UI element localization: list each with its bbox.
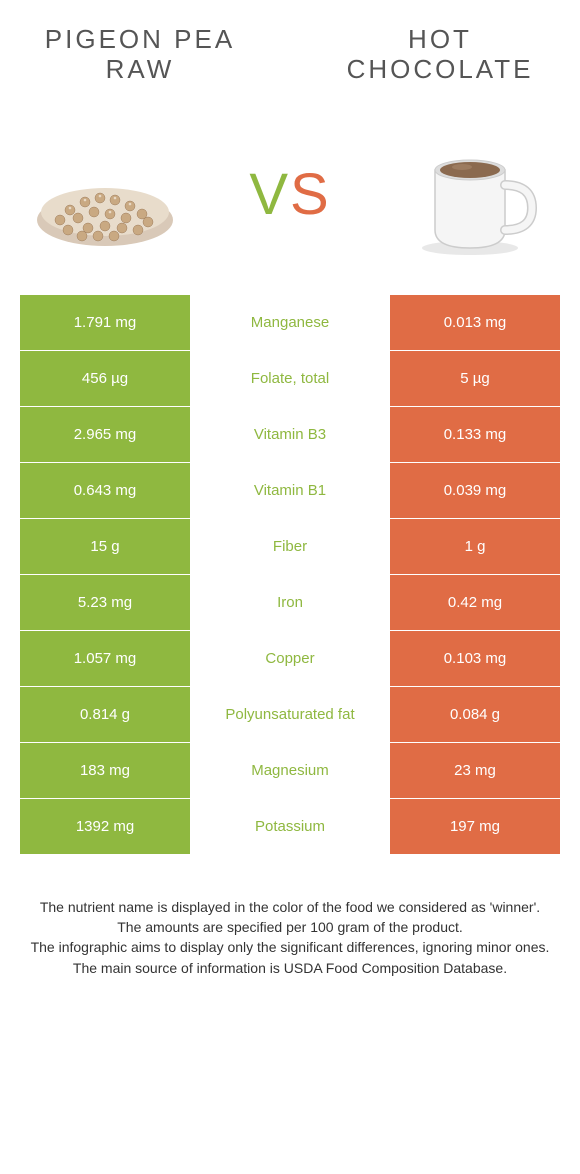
table-row: 456 µgFolate, total5 µg — [20, 351, 560, 407]
right-value-cell: 0.039 mg — [390, 463, 560, 518]
nutrient-name-cell: Magnesium — [190, 743, 390, 798]
left-value-cell: 456 µg — [20, 351, 190, 406]
left-value-cell: 2.965 mg — [20, 407, 190, 462]
nutrient-name-cell: Iron — [190, 575, 390, 630]
nutrient-name-cell: Polyunsaturated fat — [190, 687, 390, 742]
table-row: 1.057 mgCopper0.103 mg — [20, 631, 560, 687]
right-value-cell: 1 g — [390, 519, 560, 574]
right-value-cell: 197 mg — [390, 799, 560, 854]
right-value-cell: 5 µg — [390, 351, 560, 406]
footer-line-3: The infographic aims to display only the… — [30, 937, 550, 957]
vs-s: S — [290, 162, 331, 227]
left-value-cell: 5.23 mg — [20, 575, 190, 630]
left-value-cell: 15 g — [20, 519, 190, 574]
nutrient-name-cell: Copper — [190, 631, 390, 686]
right-food-title: HOT CHOCOLATE — [330, 25, 550, 85]
nutrient-name-cell: Potassium — [190, 799, 390, 854]
left-value-cell: 1.791 mg — [20, 295, 190, 350]
pigeon-pea-image — [30, 130, 180, 260]
nutrient-name-cell: Folate, total — [190, 351, 390, 406]
left-value-cell: 0.643 mg — [20, 463, 190, 518]
nutrient-name-cell: Fiber — [190, 519, 390, 574]
nutrient-name-cell: Vitamin B3 — [190, 407, 390, 462]
right-value-cell: 0.133 mg — [390, 407, 560, 462]
left-value-cell: 1392 mg — [20, 799, 190, 854]
table-row: 2.965 mgVitamin B30.133 mg — [20, 407, 560, 463]
footer-line-4: The main source of information is USDA F… — [30, 958, 550, 978]
vs-v: V — [249, 162, 290, 227]
left-value-cell: 1.057 mg — [20, 631, 190, 686]
table-row: 183 mgMagnesium23 mg — [20, 743, 560, 799]
footer-line-2: The amounts are specified per 100 gram o… — [30, 917, 550, 937]
right-value-cell: 0.013 mg — [390, 295, 560, 350]
right-value-cell: 0.103 mg — [390, 631, 560, 686]
header: PIGEON PEA RAW HOT CHOCOLATE — [0, 0, 580, 95]
left-value-cell: 0.814 g — [20, 687, 190, 742]
nutrient-name-cell: Vitamin B1 — [190, 463, 390, 518]
hot-chocolate-image — [400, 130, 550, 260]
table-row: 0.814 gPolyunsaturated fat0.084 g — [20, 687, 560, 743]
right-value-cell: 0.084 g — [390, 687, 560, 742]
footer-line-1: The nutrient name is displayed in the co… — [30, 897, 550, 917]
table-row: 1392 mgPotassium197 mg — [20, 799, 560, 855]
nutrient-table: 1.791 mgManganese0.013 mg456 µgFolate, t… — [20, 295, 560, 855]
nutrient-name-cell: Manganese — [190, 295, 390, 350]
right-value-cell: 23 mg — [390, 743, 560, 798]
left-value-cell: 183 mg — [20, 743, 190, 798]
images-row: VS — [0, 95, 580, 295]
footer-notes: The nutrient name is displayed in the co… — [0, 855, 580, 978]
table-row: 0.643 mgVitamin B10.039 mg — [20, 463, 560, 519]
right-value-cell: 0.42 mg — [390, 575, 560, 630]
left-food-title: PIGEON PEA RAW — [30, 25, 250, 85]
table-row: 15 gFiber1 g — [20, 519, 560, 575]
vs-label: VS — [249, 161, 330, 228]
table-row: 1.791 mgManganese0.013 mg — [20, 295, 560, 351]
table-row: 5.23 mgIron0.42 mg — [20, 575, 560, 631]
